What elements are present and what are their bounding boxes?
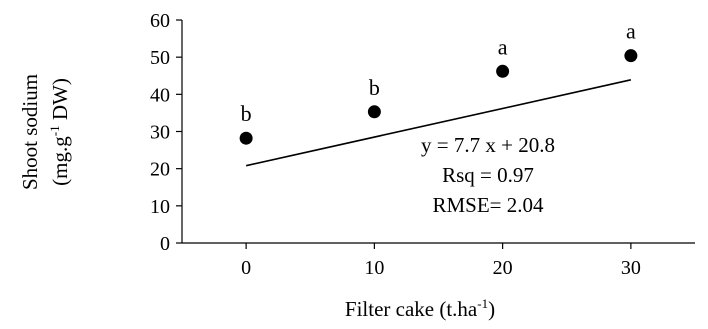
y-tick-label: 50 (150, 47, 170, 69)
x-tick-label: 30 (621, 257, 641, 279)
data-point (367, 105, 381, 119)
y-tick-label: 0 (160, 233, 170, 255)
trendline-group (245, 79, 632, 167)
y-tick-label: 60 (150, 10, 170, 32)
y-axis-title-line2: (mg.g-1 DW) (47, 78, 72, 186)
trendline (245, 79, 632, 167)
rsq-label: Rsq = 0.97 (442, 163, 534, 187)
x-axis-ticks: 0 10 20 30 (241, 243, 641, 279)
x-tick-label: 10 (364, 257, 384, 279)
data-point (239, 131, 253, 145)
equation-label: y = 7.7 x + 20.8 (421, 133, 555, 157)
y-axis-title-line2-group: (mg.g-1 DW) (47, 78, 72, 186)
data-points (239, 49, 638, 145)
significance-letter: b (241, 101, 252, 126)
significance-letter: b (369, 75, 380, 100)
x-axis-title: Filter cake (t.ha-1) (345, 296, 495, 321)
x-tick-label: 20 (493, 257, 513, 279)
equation-annotations: y = 7.7 x + 20.8 Rsq = 0.97 RMSE= 2.04 (421, 133, 555, 217)
significance-letters: b b a a (241, 19, 636, 127)
y-tick-label: 20 (150, 159, 170, 181)
x-tick-label: 0 (241, 257, 251, 279)
rmse-label: RMSE= 2.04 (432, 193, 544, 217)
significance-letter: a (498, 34, 508, 59)
significance-letter: a (626, 19, 636, 44)
y-tick-label: 10 (150, 196, 170, 218)
y-axis-title-line1-group: Shoot sodium (18, 74, 42, 190)
y-axis-title-line1: Shoot sodium (18, 74, 42, 190)
y-tick-label: 30 (150, 122, 170, 144)
data-point (496, 64, 510, 78)
y-tick-label: 40 (150, 84, 170, 106)
data-point (624, 49, 638, 63)
y-axis-ticks: 0 10 20 30 40 50 60 (150, 10, 182, 255)
